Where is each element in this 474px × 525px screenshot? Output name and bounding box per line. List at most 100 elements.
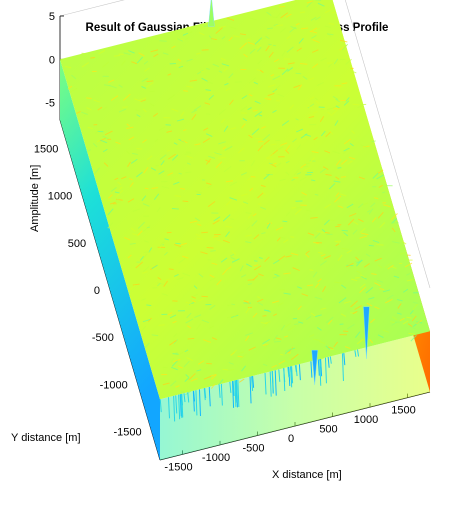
roughness-stroke — [332, 95, 339, 100]
roughness-stroke — [347, 218, 355, 226]
roughness-stroke — [172, 358, 181, 363]
roughness-stroke — [273, 259, 280, 265]
z-tick-label: 0 — [49, 54, 55, 66]
edge-streak — [278, 369, 281, 382]
roughness-stroke — [361, 232, 369, 236]
edge-streak — [178, 394, 181, 420]
roughness-stroke — [158, 170, 165, 175]
roughness-stroke — [270, 163, 277, 168]
roughness-stroke — [268, 162, 273, 165]
roughness-stroke — [297, 305, 302, 310]
roughness-stroke — [289, 104, 295, 110]
roughness-stroke — [107, 199, 112, 202]
roughness-stroke — [355, 256, 360, 261]
roughness-stroke — [333, 180, 341, 183]
roughness-stroke — [372, 172, 379, 179]
roughness-stroke — [404, 262, 413, 268]
roughness-stroke — [359, 235, 367, 239]
roughness-stroke — [175, 385, 180, 388]
roughness-stroke — [280, 12, 289, 19]
roughness-stroke — [173, 333, 178, 338]
roughness-stroke — [308, 157, 315, 164]
roughness-stroke — [318, 251, 323, 254]
roughness-stroke — [383, 204, 391, 208]
roughness-stroke — [198, 273, 204, 278]
roughness-stroke — [127, 198, 135, 203]
roughness-stroke — [228, 361, 234, 365]
y-tick-label: -500 — [92, 332, 114, 344]
roughness-stroke — [367, 209, 371, 213]
roughness-stroke — [183, 129, 187, 132]
edge-streak — [175, 395, 178, 414]
roughness-stroke — [356, 338, 364, 345]
roughness-stroke — [343, 300, 352, 304]
roughness-stroke — [205, 89, 211, 91]
roughness-stroke — [329, 183, 336, 190]
roughness-stroke — [229, 197, 238, 201]
roughness-stroke — [359, 227, 366, 234]
roughness-stroke — [241, 123, 246, 129]
edge-streak — [183, 393, 186, 403]
roughness-stroke — [309, 77, 315, 81]
roughness-stroke — [343, 100, 350, 106]
roughness-stroke — [98, 50, 106, 55]
roughness-stroke — [186, 162, 191, 165]
roughness-stroke — [221, 36, 226, 40]
roughness-stroke — [335, 98, 340, 103]
roughness-stroke — [319, 260, 327, 266]
roughness-stroke — [345, 58, 352, 65]
roughness-stroke — [379, 222, 386, 229]
roughness-stroke — [371, 273, 377, 276]
roughness-stroke — [264, 309, 272, 313]
roughness-stroke — [141, 77, 148, 83]
roughness-stroke — [173, 339, 179, 345]
roughness-stroke — [96, 139, 101, 143]
roughness-stroke — [104, 84, 111, 87]
roughness-stroke — [169, 339, 177, 346]
roughness-stroke — [311, 151, 319, 154]
roughness-stroke — [243, 53, 248, 58]
edge-streak — [232, 381, 235, 408]
roughness-stroke — [267, 92, 275, 97]
roughness-stroke — [176, 118, 185, 122]
roughness-stroke — [311, 34, 317, 39]
roughness-stroke — [184, 153, 192, 155]
roughness-stroke — [210, 383, 216, 389]
x-tick-label: -500 — [242, 442, 264, 454]
roughness-stroke — [359, 103, 367, 106]
roughness-stroke — [237, 351, 244, 355]
roughness-stroke — [297, 286, 302, 289]
roughness-stroke — [321, 228, 326, 233]
roughness-stroke — [340, 313, 347, 317]
roughness-stroke — [207, 81, 213, 84]
roughness-stroke — [331, 11, 336, 14]
y-tick-label: 0 — [94, 285, 100, 297]
roughness-stroke — [409, 325, 416, 330]
roughness-stroke — [333, 58, 339, 65]
roughness-stroke — [231, 258, 240, 263]
edge-streak — [310, 361, 313, 378]
roughness-stroke — [251, 128, 260, 136]
roughness-stroke — [399, 317, 405, 322]
roughness-stroke — [86, 97, 92, 99]
roughness-stroke — [227, 304, 234, 306]
roughness-stroke — [290, 236, 295, 238]
roughness-stroke — [245, 307, 251, 314]
roughness-stroke — [102, 148, 108, 153]
roughness-stroke — [153, 53, 159, 58]
edge-streak — [271, 371, 274, 392]
roughness-stroke — [337, 254, 343, 262]
roughness-stroke — [203, 127, 209, 131]
roughness-stroke — [171, 108, 179, 112]
z-tick-label: -5 — [45, 98, 55, 110]
roughness-stroke — [171, 366, 178, 371]
roughness-stroke — [218, 25, 226, 29]
roughness-stroke — [93, 99, 101, 103]
roughness-stroke — [146, 81, 154, 88]
roughness-stroke — [208, 94, 214, 100]
roughness-stroke — [174, 352, 178, 355]
roughness-stroke — [230, 256, 236, 260]
roughness-stroke — [323, 219, 330, 226]
roughness-stroke — [214, 152, 222, 156]
